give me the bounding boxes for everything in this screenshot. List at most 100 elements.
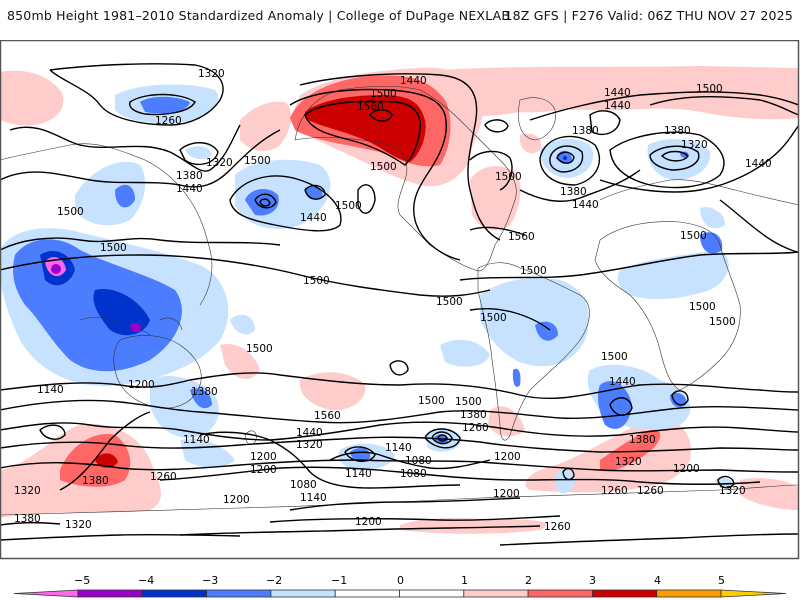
shade-sio-mid <box>60 434 131 487</box>
contour-label: 1560 <box>314 410 341 422</box>
shade-med-neg <box>700 207 719 220</box>
contour-label: 1500 <box>370 161 397 173</box>
colorbar-tick-label: 2 <box>525 574 532 587</box>
contour-nh-1500-pac <box>0 254 491 297</box>
contour-sh-1500 <box>0 372 800 400</box>
contour-nwpac-low2 <box>259 198 271 207</box>
shade-spac-pos <box>220 344 260 380</box>
shade-wpac-neg <box>230 314 255 335</box>
contour-epac-closed <box>389 360 409 376</box>
contour-label: 1320 <box>719 485 746 497</box>
contour-hudson-low <box>484 119 509 133</box>
contour-so-low2-mid <box>431 431 453 445</box>
contour-so-low1 <box>344 446 376 463</box>
contour-sh-1380 <box>0 421 800 441</box>
contour-sio-trough <box>59 411 151 491</box>
positive-anomaly-shading <box>0 66 799 534</box>
contour-label: 1140 <box>385 442 412 454</box>
contour-label: 1200 <box>250 464 277 476</box>
contour-so-low2-outer <box>424 428 461 449</box>
contour-label: 1380 <box>191 386 218 398</box>
contour-label: 1440 <box>604 100 631 112</box>
contour-label: 1080 <box>290 479 317 491</box>
contour-label: 1200 <box>493 488 520 500</box>
contour-label: 1500 <box>696 83 723 95</box>
contour-label: 1140 <box>300 492 327 504</box>
contour-label: 1200 <box>223 494 250 506</box>
contour-label: 1080 <box>400 468 427 480</box>
contour-label: 1500 <box>303 275 330 287</box>
contour-label: 1380 <box>629 434 656 446</box>
shade-andes-neg <box>512 368 521 387</box>
contour-na-1560 <box>304 100 422 166</box>
contour-atl-1440-ring <box>519 169 641 202</box>
shade-spac2-pos <box>299 372 366 411</box>
shade-atl-low-core <box>563 156 567 160</box>
contour-label: 1380 <box>460 409 487 421</box>
contour-sat-closed <box>671 390 689 406</box>
colorbar-swatch <box>206 589 272 598</box>
contour-label: 1380 <box>14 513 41 525</box>
coast-south-america <box>477 262 590 441</box>
contour-na-small-high <box>369 109 393 122</box>
coast-north-america <box>294 85 517 272</box>
contour-sio-closed <box>39 424 66 440</box>
contour-label: 1440 <box>176 183 203 195</box>
colorbar-swatches <box>13 589 787 598</box>
chart-title: 850mb Height 1981–2010 Standardized Anom… <box>7 8 511 23</box>
contour-label: 1500 <box>57 206 84 218</box>
contour-greenland-1440 <box>589 110 621 136</box>
shade-so-low3-light <box>555 469 575 494</box>
contour-seio-closed <box>717 475 735 489</box>
colorbar-tick-label: −2 <box>266 574 282 587</box>
shade-wpac-pos <box>240 101 292 152</box>
colorbar-tick-label: −5 <box>74 574 90 587</box>
shade-so-low4-light <box>715 477 733 488</box>
contour-label: 1320 <box>681 139 708 151</box>
shade-so-low1-mid <box>350 448 371 462</box>
shade-aus-neg-mid <box>190 388 212 409</box>
contour-label: 1140 <box>345 468 372 480</box>
colorbar-swatch <box>270 589 336 598</box>
contour-sh-1320-bottom <box>0 533 241 541</box>
contour-pac-1500-closed <box>357 184 376 214</box>
shade-ant-band <box>400 517 547 534</box>
contour-sh-1140 <box>199 431 461 489</box>
contour-so-low2-inner <box>437 434 448 442</box>
contour-label: 1260 <box>155 115 182 127</box>
colorbar-tick-label: 5 <box>718 574 725 587</box>
contour-sh-1080 <box>329 451 491 470</box>
shade-africa-neg-mid <box>700 232 723 254</box>
contour-label: 1200 <box>128 379 155 391</box>
colorbar-tick-label: 3 <box>589 574 596 587</box>
colorbar-tick-label: 0 <box>397 574 404 587</box>
colorbar-swatch <box>77 589 143 598</box>
contour-sa-1500 <box>469 308 551 331</box>
contour-labels: 1320 1260 1320 1380 1440 1500 1500 1500 … <box>14 68 772 533</box>
contour-label: 1140 <box>183 434 210 446</box>
shade-samerica-neg-mid <box>535 321 558 341</box>
contour-europe-1320 <box>649 145 700 171</box>
shade-siberia-pos <box>0 70 64 126</box>
contour-sh-1260 <box>0 459 800 473</box>
contour-atl-low-outer <box>539 135 601 186</box>
shade-epac-neg <box>440 339 490 367</box>
contour-label: 1440 <box>296 427 323 439</box>
shade-so-band-mid <box>600 428 661 472</box>
colorbar-swatch <box>334 589 400 598</box>
contour-label: 1500 <box>680 230 707 242</box>
contour-label: 1440 <box>609 376 636 388</box>
shade-arctic-band <box>440 66 799 120</box>
contour-sh-1140-lower <box>269 515 561 523</box>
contour-sh-1080-lower <box>289 497 521 511</box>
contour-label: 1500 <box>418 395 445 407</box>
contour-label: 1500 <box>480 312 507 324</box>
colorbar-tick-label: −3 <box>202 574 218 587</box>
contour-nwpac-low3 <box>304 184 326 200</box>
contour-label: 1500 <box>244 155 271 167</box>
coast-indonesia <box>79 317 183 336</box>
colorbar-ticklabels: −5 −4 −3 −2 −1 0 1 2 3 4 5 <box>74 574 725 587</box>
model-run-info: 18Z GFS | F276 Valid: 06Z THU NOV 27 202… <box>504 8 793 23</box>
coast-africa <box>594 221 741 391</box>
contour-sh-1320 <box>0 436 800 453</box>
